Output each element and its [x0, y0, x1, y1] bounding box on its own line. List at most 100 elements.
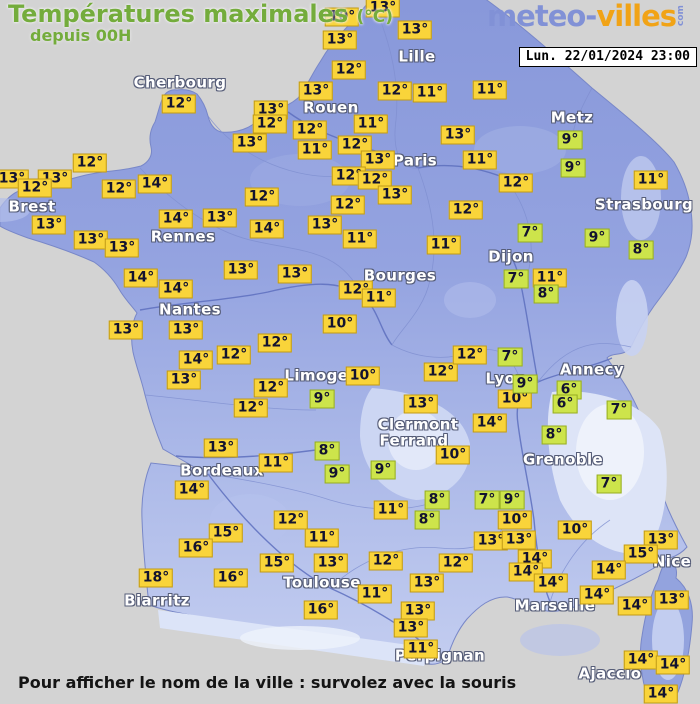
temp-badge[interactable]: 9°: [499, 490, 525, 510]
temp-badge[interactable]: 12°: [330, 195, 366, 215]
temp-badge[interactable]: 7°: [606, 400, 632, 420]
temp-badge[interactable]: 11°: [258, 453, 294, 473]
temp-badge[interactable]: 14°: [617, 596, 653, 616]
temp-badge[interactable]: 13°: [440, 125, 476, 145]
temp-badge[interactable]: 13°: [307, 215, 343, 235]
temp-badge[interactable]: 12°: [257, 333, 293, 353]
temp-badge[interactable]: 16°: [303, 600, 339, 620]
temp-badge[interactable]: 7°: [474, 490, 500, 510]
temp-badge[interactable]: 8°: [414, 510, 440, 530]
temp-badge[interactable]: 13°: [501, 530, 537, 550]
temp-badge[interactable]: 12°: [253, 378, 289, 398]
temp-badge[interactable]: 13°: [397, 20, 433, 40]
temp-badge[interactable]: 8°: [424, 490, 450, 510]
temp-badge[interactable]: 9°: [512, 374, 538, 394]
temp-badge[interactable]: 9°: [309, 389, 335, 409]
temp-badge[interactable]: 13°: [203, 438, 239, 458]
temp-badge[interactable]: 9°: [324, 464, 350, 484]
temp-badge[interactable]: 12°: [423, 362, 459, 382]
temp-badge[interactable]: 12°: [233, 398, 269, 418]
temp-badge[interactable]: 14°: [533, 573, 569, 593]
temp-badge[interactable]: 12°: [17, 178, 53, 198]
temp-badge[interactable]: 14°: [137, 174, 173, 194]
temp-badge[interactable]: 11°: [304, 528, 340, 548]
temp-badge[interactable]: 7°: [497, 347, 523, 367]
temp-badge[interactable]: 12°: [252, 114, 288, 134]
temp-badge[interactable]: 11°: [361, 288, 397, 308]
temp-badge[interactable]: 13°: [166, 370, 202, 390]
temp-badge[interactable]: 11°: [532, 268, 568, 288]
temp-badge[interactable]: 14°: [579, 585, 615, 605]
temp-badge[interactable]: 10°: [497, 510, 533, 530]
temp-badge[interactable]: 8°: [541, 425, 567, 445]
temp-badge[interactable]: 9°: [370, 460, 396, 480]
temp-badge[interactable]: 13°: [393, 618, 429, 638]
temp-badge[interactable]: 9°: [557, 130, 583, 150]
temp-badge[interactable]: 15°: [259, 553, 295, 573]
temp-badge[interactable]: 12°: [216, 345, 252, 365]
temp-badge[interactable]: 13°: [108, 320, 144, 340]
temp-badge[interactable]: 13°: [31, 215, 67, 235]
temp-badge[interactable]: 12°: [72, 153, 108, 173]
temp-badge[interactable]: 15°: [208, 523, 244, 543]
temp-badge[interactable]: 12°: [101, 179, 137, 199]
temp-badge[interactable]: 11°: [297, 140, 333, 160]
temp-badge[interactable]: 16°: [178, 538, 214, 558]
temp-badge[interactable]: 13°: [400, 601, 436, 621]
temp-badge[interactable]: 13°: [409, 573, 445, 593]
temp-badge[interactable]: 12°: [498, 173, 534, 193]
temp-badge[interactable]: 14°: [174, 480, 210, 500]
temp-badge[interactable]: 14°: [158, 279, 194, 299]
temp-badge[interactable]: 12°: [357, 170, 393, 190]
temp-badge[interactable]: 13°: [313, 553, 349, 573]
temp-badge[interactable]: 11°: [472, 80, 508, 100]
temp-badge[interactable]: 11°: [412, 83, 448, 103]
temp-badge[interactable]: 13°: [473, 531, 509, 551]
temp-badge[interactable]: 10°: [324, 7, 360, 27]
temp-badge[interactable]: 7°: [503, 269, 529, 289]
temp-badge[interactable]: 14°: [178, 350, 214, 370]
meteo-villes-logo[interactable]: meteo-villescom: [487, 2, 686, 31]
temp-badge[interactable]: 16°: [213, 568, 249, 588]
temp-badge[interactable]: 7°: [517, 223, 543, 243]
temp-badge[interactable]: 14°: [623, 650, 659, 670]
temp-badge[interactable]: 11°: [633, 170, 669, 190]
temp-badge[interactable]: 12°: [331, 60, 367, 80]
temp-badge[interactable]: 14°: [472, 413, 508, 433]
temp-badge[interactable]: 14°: [158, 209, 194, 229]
temp-badge[interactable]: 10°: [322, 314, 358, 334]
temp-badge[interactable]: 13°: [365, 0, 401, 18]
temp-badge[interactable]: 13°: [223, 260, 259, 280]
temp-badge[interactable]: 13°: [654, 590, 690, 610]
temp-badge[interactable]: 8°: [533, 284, 559, 304]
temp-badge[interactable]: 11°: [357, 584, 393, 604]
temp-badge[interactable]: 14°: [591, 560, 627, 580]
temp-badge[interactable]: 7°: [596, 474, 622, 494]
temp-badge[interactable]: 13°: [73, 230, 109, 250]
temp-badge[interactable]: 6°: [552, 394, 578, 414]
temp-badge[interactable]: 13°: [298, 81, 334, 101]
temp-badge[interactable]: 13°: [377, 185, 413, 205]
temp-badge[interactable]: 13°: [232, 133, 268, 153]
temp-badge[interactable]: 9°: [560, 158, 586, 178]
temp-badge[interactable]: 14°: [249, 219, 285, 239]
temp-badge[interactable]: 13°: [360, 150, 396, 170]
temp-badge[interactable]: 13°: [168, 320, 204, 340]
temp-badge[interactable]: 12°: [161, 94, 197, 114]
temp-badge[interactable]: 8°: [628, 240, 654, 260]
temp-badge[interactable]: 12°: [448, 200, 484, 220]
temp-badge[interactable]: 10°: [435, 445, 471, 465]
temp-badge[interactable]: 11°: [403, 639, 439, 659]
temp-badge[interactable]: 12°: [244, 187, 280, 207]
temp-badge[interactable]: 13°: [403, 394, 439, 414]
temp-badge[interactable]: 12°: [337, 135, 373, 155]
temp-badge[interactable]: 10°: [345, 366, 381, 386]
temp-badge[interactable]: 11°: [426, 235, 462, 255]
temp-badge[interactable]: 11°: [373, 500, 409, 520]
temp-badge[interactable]: 13°: [104, 238, 140, 258]
temp-badge[interactable]: 14°: [655, 655, 691, 675]
temp-badge[interactable]: 11°: [353, 114, 389, 134]
temp-badge[interactable]: 14°: [123, 268, 159, 288]
temp-badge[interactable]: 9°: [584, 228, 610, 248]
temp-badge[interactable]: 12°: [273, 510, 309, 530]
